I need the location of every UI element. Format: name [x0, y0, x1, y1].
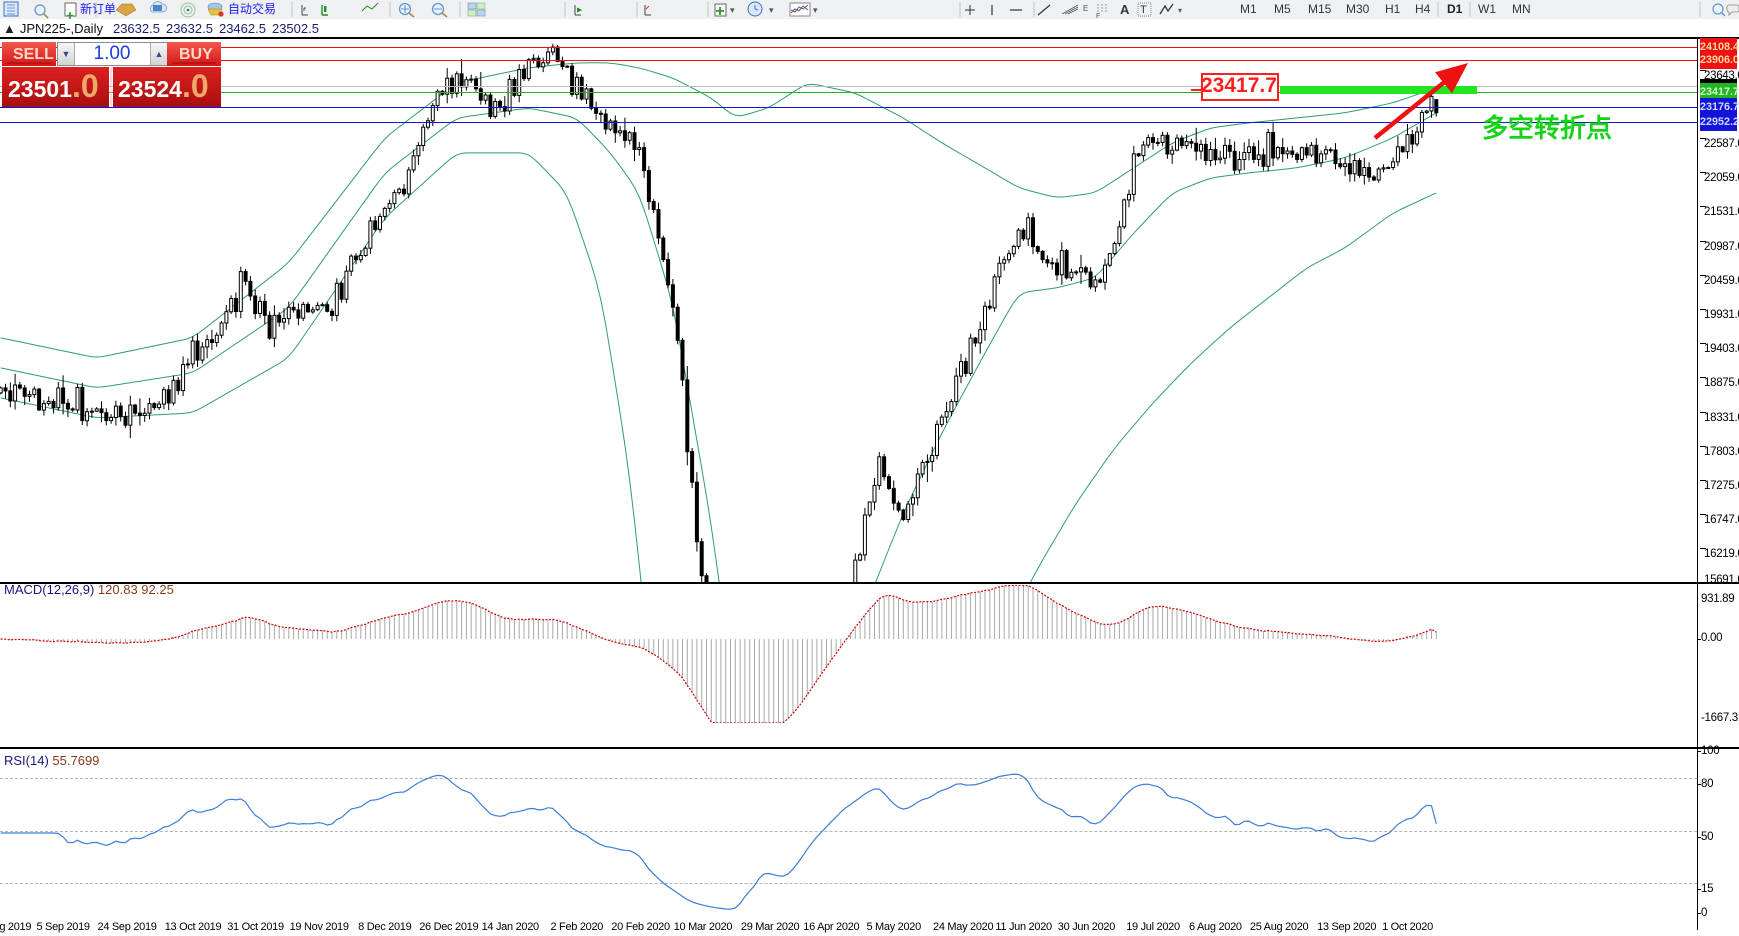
svg-text:SELL: SELL: [13, 46, 54, 63]
svg-text:BUY: BUY: [179, 46, 213, 63]
